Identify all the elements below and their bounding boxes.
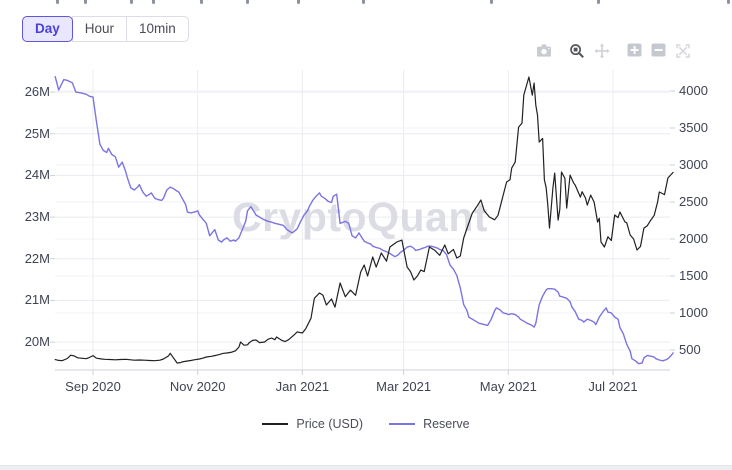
y-left-tick-24M: 24M	[24, 167, 50, 183]
y-left-tick-23M: 23M	[24, 209, 50, 225]
price-line-swatch	[262, 423, 289, 425]
y-right-tick-3500: 3500	[679, 120, 708, 136]
clipped-text-fragment	[84, 0, 87, 4]
pan-icon[interactable]	[594, 43, 610, 59]
series-line-price	[54, 76, 674, 364]
x-tick-Mar-2021: Mar 2021	[376, 379, 432, 394]
clipped-text-fragment	[727, 0, 730, 4]
x-tick-Jul-2021: Jul 2021	[588, 379, 638, 394]
legend-item-price[interactable]: Price (USD)	[262, 417, 363, 431]
y-right-tick-2000: 2000	[679, 231, 708, 247]
clipped-text-fragment	[297, 0, 300, 4]
chart-toolbox	[527, 43, 691, 59]
reset-zoom-icon[interactable]	[675, 43, 691, 59]
clipped-text-fragment	[246, 0, 249, 4]
y-right-tick-1500: 1500	[679, 268, 708, 284]
y-right-tick-4000: 4000	[679, 83, 708, 99]
zoom-in-icon[interactable]	[627, 43, 642, 59]
y-right-tick-1000: 1000	[679, 305, 708, 321]
legend-label-price: Price (USD)	[296, 417, 364, 431]
y-right-tick-2500: 2500	[679, 194, 708, 210]
clipped-text-fragment	[56, 0, 59, 4]
legend-item-reserve[interactable]: Reserve	[389, 417, 470, 431]
reserve-line-swatch	[389, 423, 416, 425]
y-left-tick-21M: 21M	[24, 292, 50, 308]
series-line-reserve	[54, 75, 674, 365]
legend-label-reserve: Reserve	[423, 417, 470, 431]
zoom-box-icon[interactable]	[569, 43, 585, 59]
watermark: CryptoQuant	[232, 194, 488, 240]
chart-legend: Price (USD) Reserve	[0, 417, 732, 431]
tab-day[interactable]: Day	[22, 16, 73, 42]
y-left-tick-26M: 26M	[24, 84, 50, 100]
x-tick-Jan-2021: Jan 2021	[275, 379, 330, 394]
y-right-tick-3000: 3000	[679, 157, 708, 173]
clipped-page-title	[0, 0, 732, 6]
clipped-text-fragment	[152, 0, 155, 4]
interval-tab-group: Day Hour 10min	[22, 16, 189, 42]
clipped-text-fragment	[130, 0, 133, 4]
clipped-text-fragment	[490, 0, 493, 4]
y-left-tick-25M: 25M	[24, 125, 50, 141]
y-left-tick-22M: 22M	[24, 250, 50, 266]
zoom-out-icon[interactable]	[651, 43, 666, 59]
y-right-tick-500: 500	[679, 342, 701, 358]
tab-10min[interactable]: 10min	[126, 16, 189, 42]
clipped-text-fragment	[597, 0, 600, 4]
page-bottom-strip	[0, 465, 732, 470]
y-left-tick-20M: 20M	[24, 334, 50, 350]
clipped-text-fragment	[362, 0, 365, 4]
camera-icon[interactable]	[536, 43, 552, 59]
clipped-text-fragment	[200, 0, 203, 4]
x-tick-Sep-2020: Sep 2020	[65, 379, 121, 394]
x-tick-Nov-2020: Nov 2020	[169, 379, 226, 394]
x-tick-May-2021: May 2021	[479, 379, 537, 394]
